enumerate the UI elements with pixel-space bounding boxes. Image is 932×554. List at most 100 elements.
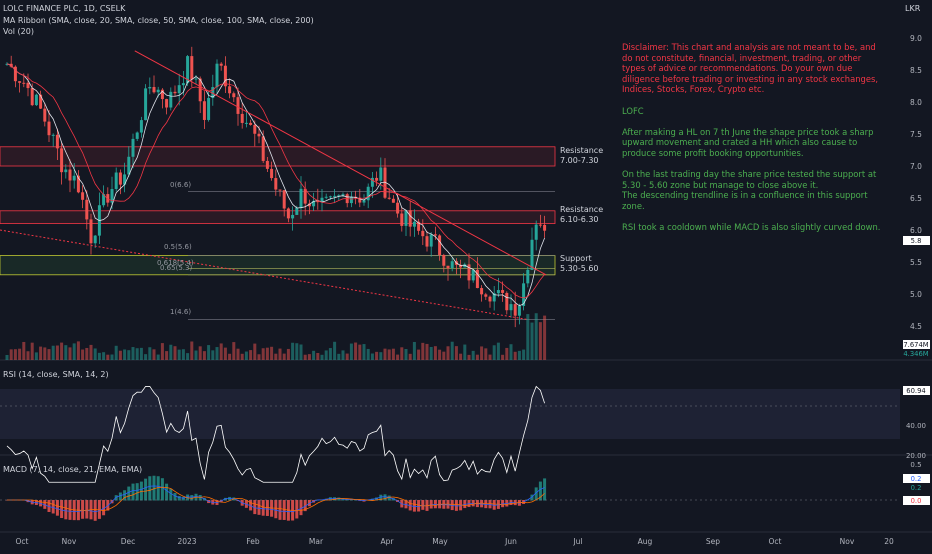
candle-body [215, 63, 219, 88]
price-tick-label: 7.0 [910, 162, 922, 171]
volume-bar [265, 347, 269, 360]
candle-body [467, 264, 471, 281]
volume-bar [68, 347, 72, 360]
candle-body [522, 283, 526, 306]
candle-body [13, 66, 17, 82]
volume-bar [60, 342, 64, 360]
volume-bar [156, 354, 160, 360]
volume-bar [391, 348, 395, 360]
chart-title: LOLC FINANCE PLC, 1D, CSELK [3, 4, 126, 13]
volume-bar [219, 343, 223, 360]
candle-body [144, 88, 148, 121]
analysis-para2b: The descending trendline is in a conflue… [622, 190, 868, 211]
volume-bar [522, 349, 526, 360]
candle-body [299, 188, 303, 208]
volume-bar [240, 353, 244, 360]
volume-label: Vol (20) [3, 27, 34, 36]
volume-bar [492, 345, 496, 360]
volume-bar [438, 349, 442, 360]
volume-bar [194, 350, 198, 360]
fib-065-label: 0.65(5.3) [160, 264, 193, 272]
volume-bar [459, 353, 463, 360]
macd-label: MACD (7, 14, close, 21, EMA, EMA) [3, 465, 143, 474]
candle-body [110, 189, 114, 203]
volume-bar [505, 347, 509, 360]
candle-body [76, 175, 80, 193]
candle-body [106, 194, 110, 203]
volume-bar [22, 341, 26, 360]
price-tick-label: 9.0 [910, 34, 922, 43]
time-tick-label: Oct [769, 537, 782, 546]
price-tick-label: 4.5 [910, 322, 922, 331]
time-tick-label: Nov [840, 537, 855, 546]
macd-histogram-bar [123, 490, 127, 501]
volume-bar [228, 353, 232, 360]
volume-bar [484, 348, 488, 360]
macd-histogram-bar [408, 500, 412, 511]
candle-body [387, 197, 391, 199]
candle-body [475, 269, 479, 289]
macd-histogram-bar [148, 476, 152, 501]
volume-bar [148, 347, 152, 360]
volume-bar [165, 351, 169, 360]
volume-bar [51, 345, 55, 360]
volume-bar [26, 351, 30, 360]
volume-bar [144, 354, 148, 360]
macd-histogram-bar [135, 483, 139, 501]
rsi-line [6, 385, 545, 483]
volume-bar [261, 348, 265, 360]
candle-body [18, 81, 22, 83]
macd-histogram-bar [160, 478, 164, 501]
macd-histogram-bar [156, 476, 160, 501]
value-badge-text: 5.8 [911, 237, 922, 245]
macd-histogram-bar [278, 500, 282, 520]
macd-histogram-bar [375, 497, 379, 501]
volume-bar [349, 343, 353, 360]
volume-bar [471, 350, 475, 360]
volume-bar [274, 353, 278, 360]
candle-body [207, 97, 211, 120]
candle-body [337, 195, 341, 197]
value-badge-text: 60.94 [906, 387, 925, 395]
price-tick-label: 6.5 [910, 194, 922, 203]
volume-bar [76, 341, 80, 360]
volume-bar [379, 352, 383, 360]
time-tick-label: 20 [884, 537, 894, 546]
volume-bar [282, 353, 286, 360]
volume-bar [236, 348, 240, 360]
macd-histogram-bar [282, 500, 286, 520]
volume-bar [160, 343, 164, 360]
volume-bar [488, 354, 492, 360]
price-tick-label: 8.5 [910, 66, 922, 75]
volume-bar [211, 350, 215, 360]
value-badge [903, 496, 930, 505]
volume-bar [223, 347, 227, 360]
macd-histogram-bar [265, 500, 269, 516]
volume-bar [253, 343, 257, 360]
candle-body [484, 294, 488, 297]
candle-body [509, 304, 513, 311]
candle-body [513, 304, 517, 316]
macd-histogram-bar [81, 500, 85, 519]
value-badge-text: 0.0 [911, 497, 922, 505]
ma-50-line [6, 63, 545, 299]
candle-body [417, 221, 421, 231]
volume-bar [463, 344, 467, 360]
candle-body [253, 124, 257, 134]
volume-bar [303, 354, 307, 360]
volume-bar [43, 347, 47, 360]
value-badge [903, 483, 930, 492]
volume-bar [538, 322, 542, 360]
candle-body [362, 200, 366, 203]
candle-body [89, 219, 93, 244]
candle-body [152, 87, 156, 93]
volume-bar [270, 346, 274, 360]
candle-body [26, 82, 30, 89]
volume-bar [81, 349, 85, 360]
macd-histogram-bar [118, 492, 122, 501]
candle-body [51, 134, 55, 136]
value-badge-text: 0.2 [911, 475, 922, 483]
macd-histogram-bar [383, 494, 387, 501]
volume-bar [446, 346, 450, 360]
volume-bar [312, 350, 316, 360]
